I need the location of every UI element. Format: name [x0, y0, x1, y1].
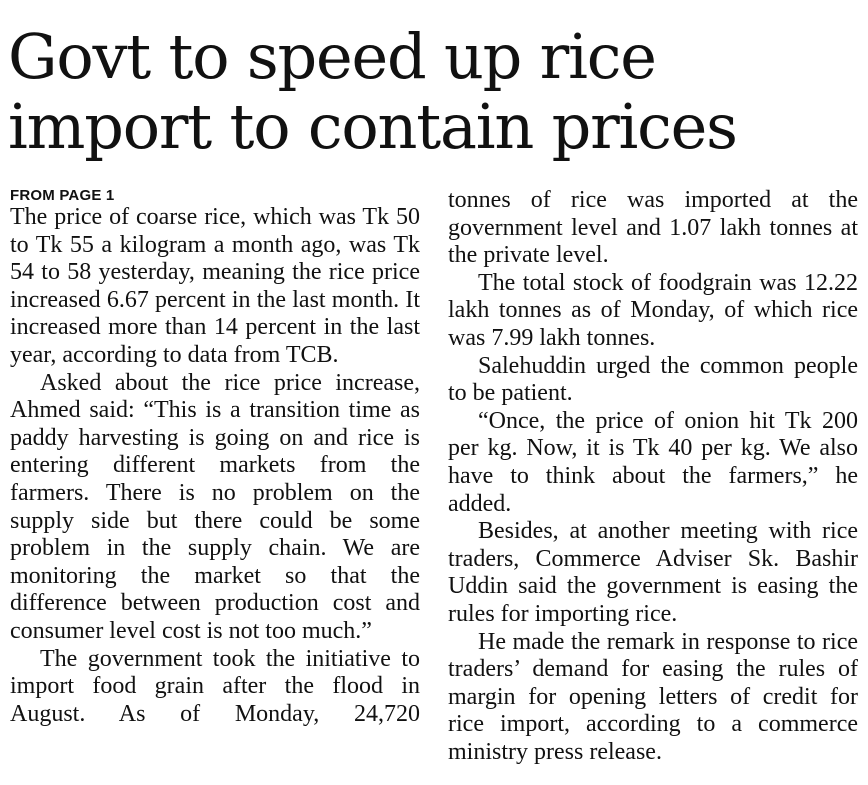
paragraph: Besides, at another meeting with rice tr… [448, 518, 858, 627]
continuation-kicker: FROM PAGE 1 [10, 187, 115, 204]
paragraph: tonnes of rice was imported at the gover… [448, 187, 858, 269]
paragraph: The price of coarse rice, which was Tk 5… [10, 204, 420, 368]
paragraph: The government took the initiative to im… [10, 645, 420, 727]
paragraph: “Once, the price of onion hit Tk 200 per… [448, 407, 858, 517]
article-column-left: FROM PAGE 1 The price of coarse rice, wh… [10, 186, 420, 728]
article-column-right: tonnes of rice was imported at the gover… [448, 187, 858, 766]
paragraph: Asked about the rice price increase, Ahm… [10, 369, 420, 644]
headline: Govt to speed up rice import to contain … [8, 20, 738, 163]
paragraph: Salehuddin urged the common people to be… [448, 352, 858, 407]
paragraph: He made the remark in response to rice t… [448, 628, 858, 765]
paragraph: The total stock of foodgrain was 12.22 l… [448, 269, 858, 351]
